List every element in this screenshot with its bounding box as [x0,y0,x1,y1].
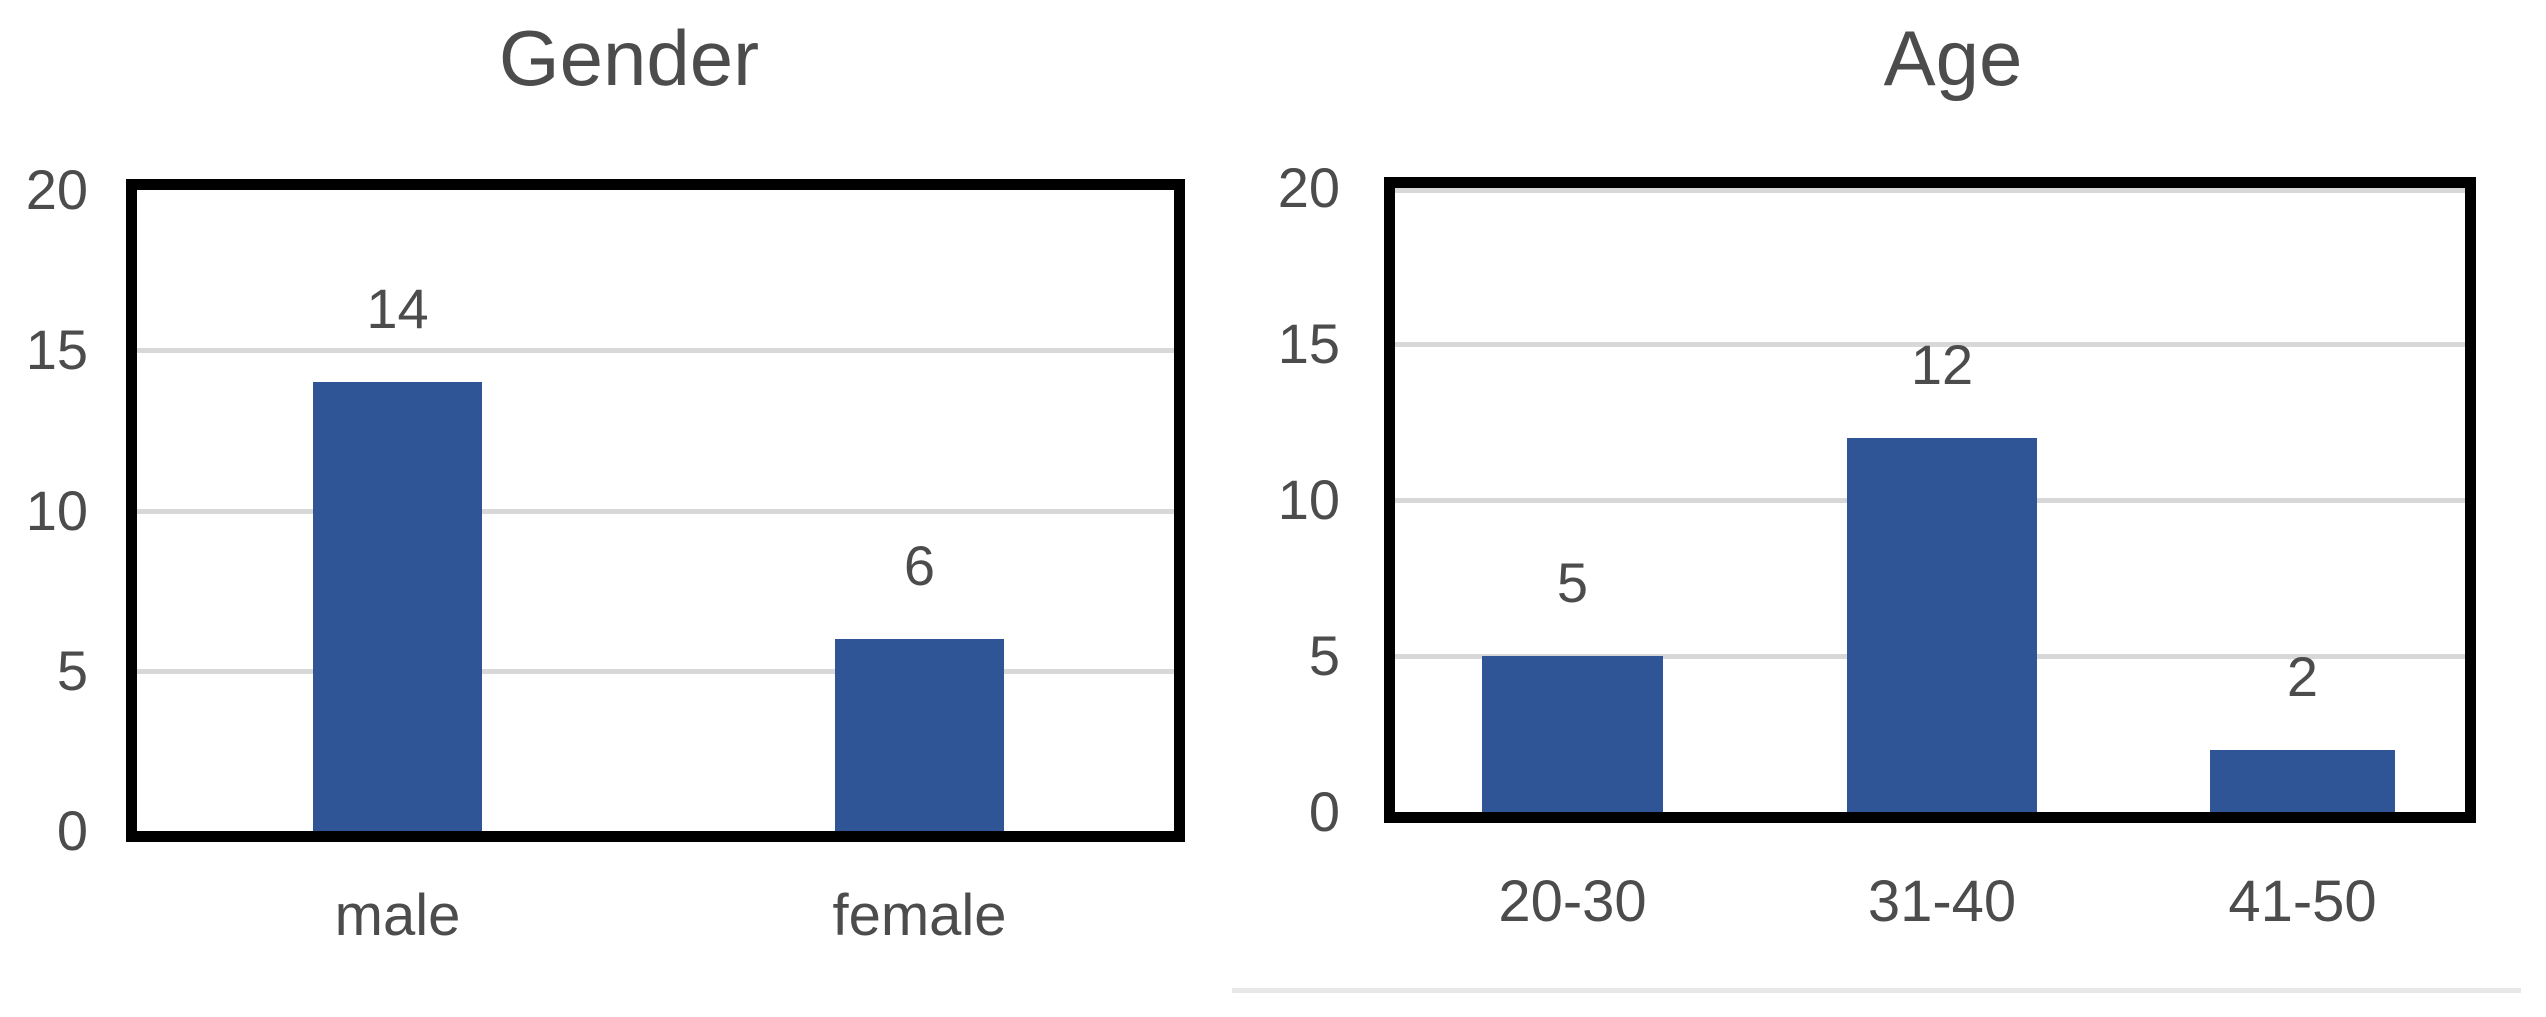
bar-data-label: 5 [1556,551,1589,614]
bar-data-label: 2 [2286,645,2319,708]
y-tick-label: 10 [1277,468,1340,531]
bar-data-label: 12 [1910,333,1974,396]
bar [835,639,1004,831]
bar [2210,750,2395,812]
gridline [1395,188,2465,193]
y-tick-label: 20 [25,158,88,221]
y-tick-label: 5 [56,639,88,702]
y-tick-label: 5 [1308,624,1340,687]
gridline [137,348,1174,353]
category-label: 20-30 [1498,869,1647,934]
gridline [1395,342,2465,347]
y-tick-label: 15 [1277,312,1340,375]
category-label: 41-50 [2228,869,2377,934]
bar-data-label: 14 [366,277,429,340]
chart-title: Gender [498,14,760,102]
plot-area: 5 12 2 [1384,177,2476,823]
bar [1482,656,1663,812]
category-label: 31-40 [1867,869,2017,934]
plot-area: 14 6 [126,179,1185,842]
bar-data-label: 6 [903,534,936,597]
gridline [137,669,1174,674]
y-tick-label: 0 [1308,780,1340,843]
category-label: male [334,883,461,948]
y-tick-label: 0 [56,799,88,862]
category-label: female [832,883,1007,948]
y-tick-label: 20 [1277,156,1340,219]
gridline [137,509,1174,514]
bottom-separator-line [1232,988,2521,993]
bar [1847,438,2037,812]
y-tick-label: 15 [25,318,88,381]
bar [313,382,482,831]
y-tick-label: 10 [25,479,88,542]
chart-title: Age [1883,14,2023,102]
